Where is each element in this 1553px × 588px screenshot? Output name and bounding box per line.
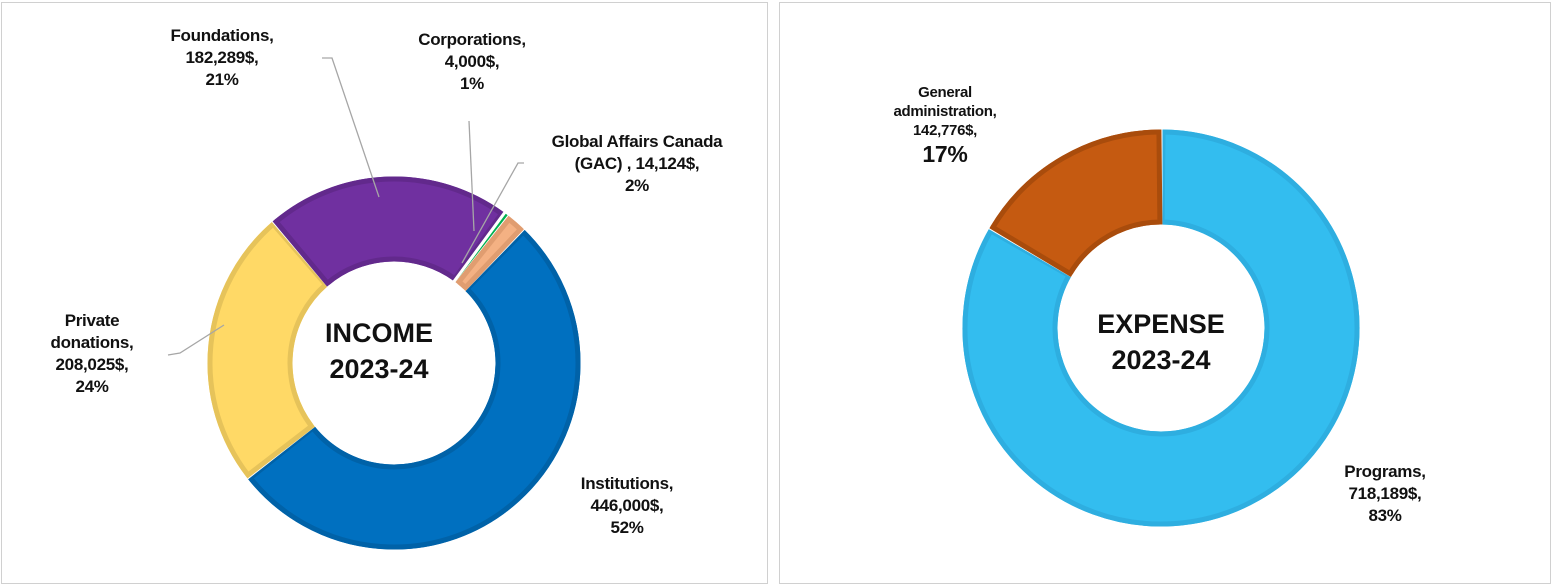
slice-global-affairs-canada-gac: [453, 212, 527, 294]
leader-line: [468, 120, 475, 232]
label-line: 2%: [625, 176, 649, 195]
label-foundations: Foundations, 182,289$, 21%: [162, 25, 282, 91]
label-line: 446,000$,: [590, 496, 664, 515]
label-line: 17%: [922, 141, 968, 167]
label-line: Corporations,: [418, 30, 526, 49]
expense-chart-panel: EXPENSE 2023-24 Programs, 718,189$, 83% …: [779, 2, 1551, 584]
slice-private-donations: [204, 217, 332, 482]
slice-programs: [959, 126, 1363, 530]
label-line: 52%: [610, 518, 644, 537]
label-general-administration: General administration, 142,776$, 17%: [880, 83, 1010, 168]
slice-border: [207, 220, 330, 479]
slice-border: [272, 176, 506, 287]
label-line: Programs,: [1344, 462, 1426, 481]
expense-title: EXPENSE: [1097, 309, 1225, 339]
label-line: Foundations,: [170, 26, 274, 45]
leader-line: [461, 162, 524, 264]
label-gac: Global Affairs Canada (GAC) , 14,124$, 2…: [527, 131, 747, 197]
leader-line: [167, 324, 225, 356]
label-line: Private: [64, 311, 120, 330]
income-subtitle: 2023-24: [329, 354, 429, 384]
label-line: 208,025$,: [55, 355, 129, 374]
expense-donut: [959, 126, 1363, 530]
label-line: 142,776$,: [912, 122, 978, 139]
expense-subtitle: 2023-24: [1111, 345, 1211, 375]
leader-line: [322, 57, 380, 198]
label-line: 1%: [460, 74, 484, 93]
slice-border: [962, 129, 1360, 527]
label-line: 24%: [75, 377, 109, 396]
slice-border: [989, 129, 1163, 277]
label-private-donations: Private donations, 208,025$, 24%: [32, 310, 152, 398]
label-line: donations,: [50, 333, 134, 352]
label-line: 4,000$,: [444, 52, 500, 71]
label-corporations: Corporations, 4,000$, 1%: [397, 29, 547, 95]
income-donut: [167, 57, 584, 553]
label-line: (GAC) , 14,124$,: [574, 154, 700, 173]
label-line: 21%: [205, 70, 239, 89]
slice-border: [455, 215, 524, 291]
label-programs: Programs, 718,189$, 83%: [1320, 461, 1450, 527]
label-line: 83%: [1368, 506, 1402, 525]
label-line: General: [918, 84, 972, 101]
expense-center-title: EXPENSE 2023-24: [1061, 306, 1261, 378]
label-line: 718,189$,: [1348, 484, 1422, 503]
label-line: Institutions,: [580, 474, 674, 493]
income-title: INCOME: [325, 318, 433, 348]
income-center-title: INCOME 2023-24: [279, 315, 479, 387]
label-line: administration,: [893, 103, 997, 120]
label-institutions: Institutions, 446,000$, 52%: [562, 473, 692, 539]
income-chart-panel: INCOME 2023-24 Institutions, 446,000$, 5…: [1, 2, 768, 584]
label-line: Global Affairs Canada: [551, 132, 723, 151]
slice-general-administration: [986, 126, 1163, 279]
slice-institutions: [243, 225, 584, 553]
slice-border: [246, 228, 581, 550]
slice-foundations: [269, 173, 508, 290]
label-line: 182,289$,: [185, 48, 259, 67]
